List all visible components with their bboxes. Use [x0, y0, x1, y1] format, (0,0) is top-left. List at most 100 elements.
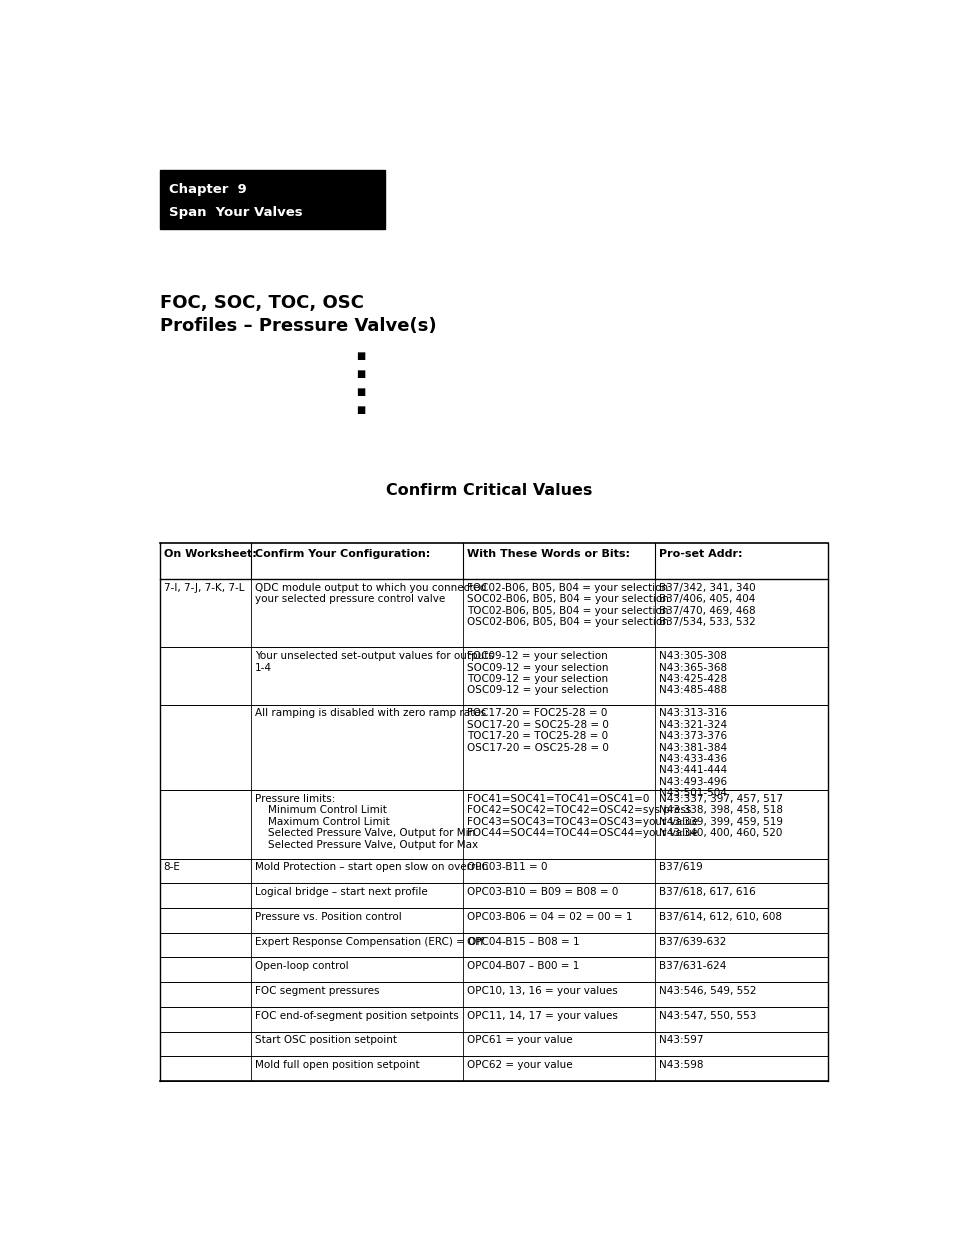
Point — [649, 999, 660, 1014]
Text: N43:313-316: N43:313-316 — [659, 709, 726, 719]
Text: Confirm Your Configuration:: Confirm Your Configuration: — [254, 548, 430, 558]
Point — [456, 999, 468, 1014]
Point — [456, 851, 468, 866]
Text: Confirm Critical Values: Confirm Critical Values — [385, 483, 592, 498]
Text: N43:338, 398, 458, 518: N43:338, 398, 458, 518 — [659, 805, 782, 815]
Point — [456, 1024, 468, 1039]
Text: Profiles – Pressure Valve(s): Profiles – Pressure Valve(s) — [160, 317, 436, 336]
Text: Selected Pressure Valve, Output for Min: Selected Pressure Valve, Output for Min — [254, 829, 475, 839]
Text: SOC09-12 = your selection: SOC09-12 = your selection — [466, 663, 608, 673]
Text: FOC09-12 = your selection: FOC09-12 = your selection — [466, 651, 607, 661]
Text: TOC17-20 = TOC25-28 = 0: TOC17-20 = TOC25-28 = 0 — [466, 731, 607, 741]
Point — [456, 640, 468, 655]
Point — [245, 572, 256, 587]
Text: OSC02-B06, B05, B04 = your selection: OSC02-B06, B05, B04 = your selection — [466, 618, 668, 627]
Point — [456, 925, 468, 940]
Text: B37/342, 341, 340: B37/342, 341, 340 — [659, 583, 755, 593]
Point — [245, 1024, 256, 1039]
Point — [154, 1073, 166, 1088]
Point — [154, 536, 166, 551]
Point — [245, 950, 256, 965]
Point — [245, 1049, 256, 1063]
Point — [456, 697, 468, 711]
Text: FOC, SOC, TOC, OSC: FOC, SOC, TOC, OSC — [160, 294, 363, 311]
Point — [649, 697, 660, 711]
Point — [245, 536, 256, 551]
Text: SOC02-B06, B05, B04 = your selection: SOC02-B06, B05, B04 = your selection — [466, 594, 668, 604]
Point — [649, 697, 660, 711]
Text: N43:598: N43:598 — [659, 1060, 702, 1071]
Text: TOC02-B06, B05, B04 = your selection: TOC02-B06, B05, B04 = your selection — [466, 605, 667, 615]
Point — [649, 851, 660, 866]
Text: 8-E: 8-E — [164, 862, 180, 872]
Text: Mold Protection – start open slow on overrun: Mold Protection – start open slow on ove… — [254, 862, 488, 872]
Text: All ramping is disabled with zero ramp rates: All ramping is disabled with zero ramp r… — [254, 709, 485, 719]
Point — [456, 876, 468, 890]
Point — [649, 925, 660, 940]
Text: FOC42=SOC42=TOC42=OSC42=sys press: FOC42=SOC42=TOC42=OSC42=sys press — [466, 805, 690, 815]
Text: Start OSC position setpoint: Start OSC position setpoint — [254, 1035, 396, 1046]
Point — [649, 974, 660, 989]
Text: N43:485-488: N43:485-488 — [659, 685, 726, 695]
Text: FOC segment pressures: FOC segment pressures — [254, 986, 378, 995]
Point — [245, 876, 256, 890]
Point — [245, 1024, 256, 1039]
Text: FOC02-B06, B05, B04 = your selection: FOC02-B06, B05, B04 = your selection — [466, 583, 667, 593]
Point — [649, 783, 660, 798]
Point — [245, 783, 256, 798]
Point — [456, 1049, 468, 1063]
Text: QDC module output to which you connected: QDC module output to which you connected — [254, 583, 485, 593]
Point — [649, 876, 660, 890]
Point — [456, 925, 468, 940]
Point — [456, 974, 468, 989]
Text: N43:321-324: N43:321-324 — [659, 720, 726, 730]
FancyBboxPatch shape — [160, 170, 385, 228]
Point — [245, 1049, 256, 1063]
Text: FOC41=SOC41=TOC41=OSC41=0: FOC41=SOC41=TOC41=OSC41=0 — [466, 794, 648, 804]
Text: N43:501-504: N43:501-504 — [659, 788, 726, 798]
Text: OPC62 = your value: OPC62 = your value — [466, 1060, 572, 1071]
Point — [245, 640, 256, 655]
Point — [245, 876, 256, 890]
Point — [456, 1073, 468, 1088]
Point — [649, 900, 660, 915]
Text: On Worksheet:: On Worksheet: — [164, 548, 256, 558]
Text: B37/614, 612, 610, 608: B37/614, 612, 610, 608 — [659, 911, 781, 921]
Point — [245, 697, 256, 711]
Text: Pressure vs. Position control: Pressure vs. Position control — [254, 911, 401, 921]
Text: B37/619: B37/619 — [659, 862, 702, 872]
Text: OPC03-B11 = 0: OPC03-B11 = 0 — [466, 862, 547, 872]
Text: B37/631-624: B37/631-624 — [659, 961, 725, 971]
Point — [649, 1049, 660, 1063]
Point — [821, 1073, 832, 1088]
Point — [649, 876, 660, 890]
Point — [245, 900, 256, 915]
Text: OPC61 = your value: OPC61 = your value — [466, 1035, 572, 1046]
Text: OSC17-20 = OSC25-28 = 0: OSC17-20 = OSC25-28 = 0 — [466, 742, 608, 752]
Text: OPC03-B06 = 04 = 02 = 00 = 1: OPC03-B06 = 04 = 02 = 00 = 1 — [466, 911, 632, 921]
Point — [649, 950, 660, 965]
Text: With These Words or Bits:: With These Words or Bits: — [466, 548, 629, 558]
Text: Pro-set Addr:: Pro-set Addr: — [659, 548, 741, 558]
Text: TOC09-12 = your selection: TOC09-12 = your selection — [466, 674, 607, 684]
Text: B37/534, 533, 532: B37/534, 533, 532 — [659, 618, 755, 627]
Point — [649, 1024, 660, 1039]
Text: N43:337, 397, 457, 517: N43:337, 397, 457, 517 — [659, 794, 782, 804]
Text: N43:441-444: N43:441-444 — [659, 766, 726, 776]
Point — [456, 783, 468, 798]
Point — [649, 783, 660, 798]
Point — [649, 999, 660, 1014]
Point — [245, 925, 256, 940]
Text: ■: ■ — [355, 351, 365, 361]
Point — [456, 572, 468, 587]
Text: B37/639-632: B37/639-632 — [659, 936, 725, 946]
Text: N43:365-368: N43:365-368 — [659, 663, 726, 673]
Text: OPC04-B15 – B08 = 1: OPC04-B15 – B08 = 1 — [466, 936, 578, 946]
Text: Expert Response Compensation (ERC) = Off: Expert Response Compensation (ERC) = Off — [254, 936, 483, 946]
Point — [245, 974, 256, 989]
Point — [456, 950, 468, 965]
Text: N43:493-496: N43:493-496 — [659, 777, 726, 787]
Point — [456, 697, 468, 711]
Point — [649, 900, 660, 915]
Point — [245, 900, 256, 915]
